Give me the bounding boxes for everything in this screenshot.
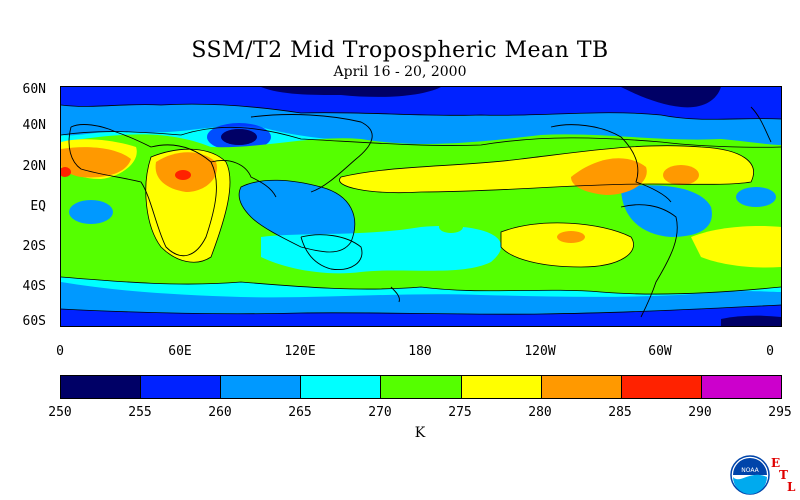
- colorbar-tick-255: 255: [128, 405, 152, 420]
- sh-pacific-yellow: [501, 222, 634, 267]
- colorbar-swatch-3: [301, 376, 382, 398]
- colorbar-swatch-4: [381, 376, 462, 398]
- etl-letter-e: E: [771, 456, 781, 470]
- lon-label-180: 180: [408, 344, 432, 359]
- sh-atlantic-yellow: [691, 226, 781, 268]
- lon-label-120w: 120W: [524, 344, 556, 359]
- colorbar: [60, 375, 782, 399]
- noaa-logo: NOAA: [730, 455, 770, 495]
- lat-label-eq: EQ: [30, 199, 46, 214]
- north-dark: [261, 87, 441, 97]
- africa-red-spot: [175, 170, 191, 180]
- colorbar-tick-290: 290: [688, 405, 712, 420]
- lat-label-20s: 20S: [22, 239, 46, 254]
- atlantic-blue-blob: [69, 200, 113, 224]
- lon-label-120e: 120E: [284, 344, 316, 359]
- lat-label-60n: 60N: [22, 82, 46, 97]
- map-svg: [61, 87, 781, 326]
- colorbar-swatch-0: [61, 376, 142, 398]
- colorbar-tick-250: 250: [48, 405, 72, 420]
- coastlines: [68, 106, 772, 318]
- sahara-red-spot: [61, 167, 71, 177]
- pacific-green-blob: [439, 221, 463, 233]
- etl-letter-t: T: [779, 468, 788, 482]
- lat-label-40n: 40N: [22, 118, 46, 133]
- noaa-logo-text: NOAA: [741, 467, 759, 474]
- north-blue: [61, 87, 781, 120]
- colorbar-tick-270: 270: [368, 405, 392, 420]
- lat-label-20n: 20N: [22, 159, 46, 174]
- lon-label-0-east: 0: [766, 344, 774, 359]
- chart-title: SSM/T2 Mid Tropospheric Mean TB: [191, 38, 609, 63]
- colorbar-unit: K: [414, 425, 426, 441]
- colorbar-swatch-8: [701, 376, 781, 398]
- pacific-orange-blob: [557, 231, 585, 243]
- south-blue: [61, 305, 781, 326]
- colorbar-tick-285: 285: [608, 405, 632, 420]
- brightness-temperature-map: [60, 86, 782, 327]
- south-dark: [721, 315, 781, 326]
- colorbar-swatch-7: [621, 376, 702, 398]
- colorbar-tick-275: 275: [448, 405, 472, 420]
- contour-lines: [61, 103, 781, 315]
- colorbar-tick-265: 265: [288, 405, 312, 420]
- colorbar-swatch-5: [461, 376, 542, 398]
- lon-label-60w: 60W: [648, 344, 672, 359]
- colorbar-swatch-2: [221, 376, 302, 398]
- lat-label-60s: 60S: [22, 314, 46, 329]
- lon-label-60e: 60E: [168, 344, 192, 359]
- atlantic-orange-blob: [663, 165, 699, 185]
- colorbar-swatch-6: [541, 376, 622, 398]
- lat-label-40s: 40S: [22, 279, 46, 294]
- colorbar-tick-260: 260: [208, 405, 232, 420]
- colorbar-swatch-1: [141, 376, 222, 398]
- lon-label-0: 0: [56, 344, 64, 359]
- atl-east-blue: [736, 187, 776, 207]
- chart-subtitle: April 16 - 20, 2000: [333, 64, 467, 80]
- colorbar-tick-295: 295: [768, 405, 792, 420]
- mexico-orange: [571, 158, 647, 195]
- nh-subtropic-yellow: [339, 145, 754, 193]
- sahara-orange: [61, 147, 131, 178]
- maritime-cyan-south: [261, 226, 502, 274]
- colorbar-tick-280: 280: [528, 405, 552, 420]
- asia-dark-core: [221, 129, 257, 145]
- etl-letter-l: L: [787, 480, 796, 494]
- north-dark-2: [621, 87, 721, 108]
